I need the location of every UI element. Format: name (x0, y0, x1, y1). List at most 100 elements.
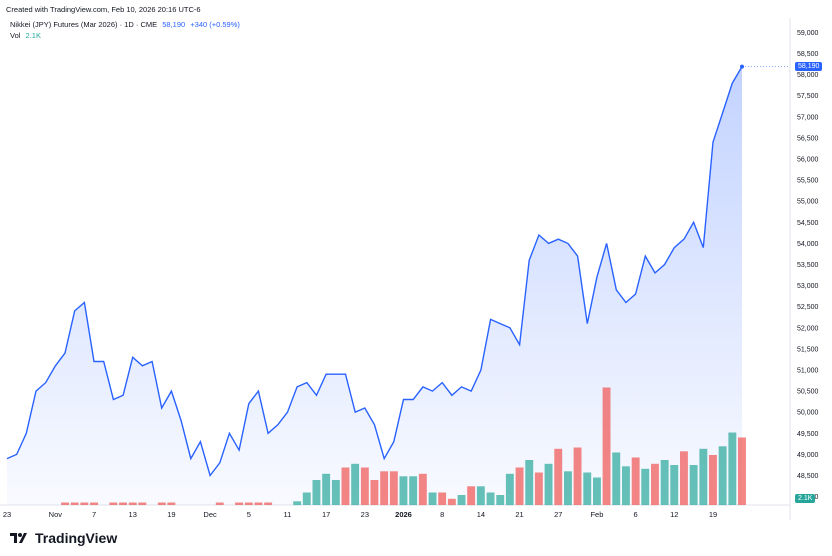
x-tick-label: 7 (92, 510, 96, 519)
x-tick-label: 13 (129, 510, 137, 519)
volume-bar (505, 473, 514, 506)
x-tick-label: 8 (440, 510, 444, 519)
volume-bar (718, 446, 727, 506)
volume-bar (244, 502, 253, 505)
x-tick-label: 23 (361, 510, 369, 519)
volume-bar (651, 463, 659, 506)
volume-bar (728, 432, 737, 505)
volume-bar (496, 495, 505, 505)
y-tick-label: 57,000 (797, 114, 819, 121)
volume-bar (157, 502, 166, 505)
volume-bar (109, 502, 118, 505)
symbol-title: Nikkei (JPY) Futures (Mar 2026) · 1D · C… (10, 20, 158, 29)
y-tick-label: 50,000 (797, 410, 819, 417)
x-tick-label: 23 (3, 510, 11, 519)
price-change-value: +340 (+0.59%) (190, 20, 240, 29)
volume-bar (602, 387, 611, 505)
volume-bar (370, 480, 379, 505)
volume-bar (293, 501, 302, 506)
x-tick-label: 19 (167, 510, 175, 519)
volume-bar (322, 473, 331, 506)
volume-bar (438, 492, 447, 505)
y-tick-label: 57,500 (797, 93, 819, 100)
symbol-legend[interactable]: Nikkei (JPY) Futures (Mar 2026) · 1D · C… (10, 20, 243, 29)
volume-bar (409, 476, 418, 506)
volume-legend-value: 2.1K (25, 31, 41, 40)
volume-bar (428, 492, 437, 505)
price-chart[interactable]: 48,00048,50049,00049,50050,00050,50051,0… (0, 0, 832, 530)
last-price-badge: 58,190 (795, 61, 823, 71)
volume-bar (235, 502, 243, 505)
volume-bar (312, 480, 321, 505)
y-tick-label: 58,500 (797, 51, 819, 58)
volume-bar (583, 472, 592, 505)
volume-bar (660, 460, 669, 505)
x-tick-label: 27 (554, 510, 562, 519)
volume-bar (264, 502, 273, 505)
y-tick-label: 53,000 (797, 283, 819, 290)
y-tick-label: 59,000 (797, 30, 819, 37)
volume-bar (486, 492, 495, 505)
volume-bar (341, 467, 350, 505)
y-tick-label: 51,000 (797, 367, 819, 374)
y-tick-label: 53,500 (797, 262, 819, 269)
volume-bar (709, 455, 717, 505)
volume-bar (138, 502, 147, 505)
volume-legend[interactable]: Vol 2.1K (10, 31, 44, 40)
price-area-fill (7, 66, 742, 505)
x-tick-label: 6 (634, 510, 638, 519)
tradingview-logo-text: TradingView (35, 530, 118, 546)
y-tick-label: 49,000 (797, 452, 819, 459)
x-tick-label: 5 (247, 510, 251, 519)
volume-bar (167, 502, 176, 505)
volume-bar (544, 463, 553, 506)
volume-bar (360, 467, 369, 505)
x-tick-label: 2026 (395, 510, 412, 519)
volume-bar (476, 486, 485, 506)
volume-legend-label: Vol (10, 31, 21, 40)
volume-bar (331, 480, 340, 505)
x-tick-label: 11 (284, 510, 292, 519)
volume-bar (699, 448, 708, 506)
volume-bar (90, 502, 98, 505)
y-tick-label: 55,000 (797, 199, 819, 206)
volume-bar (680, 451, 688, 506)
x-tick-label: 17 (322, 510, 330, 519)
volume-bar (534, 472, 543, 505)
y-tick-label: 52,000 (797, 325, 819, 332)
volume-bar (418, 473, 427, 506)
volume-bar (689, 465, 698, 505)
x-tick-label: 19 (709, 510, 717, 519)
x-tick-label: 21 (515, 510, 523, 519)
volume-bar (515, 467, 524, 505)
volume-bar (525, 460, 534, 505)
x-tick-label: 12 (670, 510, 678, 519)
volume-bar (641, 468, 650, 506)
y-tick-label: 54,000 (797, 241, 819, 248)
y-tick-label: 54,500 (797, 220, 819, 227)
volume-bar (631, 457, 640, 505)
volume-bar (573, 447, 582, 505)
volume-bar (593, 477, 601, 505)
volume-bar (119, 502, 127, 505)
volume-bar (254, 502, 263, 505)
volume-bar (302, 492, 311, 505)
x-tick-label: Feb (590, 510, 603, 519)
volume-bar (128, 502, 137, 505)
y-tick-label: 52,500 (797, 304, 819, 311)
tradingview-logo[interactable]: TradingView (10, 530, 117, 546)
volume-bar (399, 476, 408, 506)
y-tick-label: 55,500 (797, 178, 819, 185)
volume-bar (447, 498, 456, 506)
volume-bar (554, 448, 563, 506)
volume-bar (70, 502, 79, 505)
tradingview-logo-icon (10, 533, 27, 543)
volume-bar (612, 452, 621, 505)
volume-bar (61, 502, 69, 505)
volume-bar (467, 486, 476, 506)
y-tick-label: 56,000 (797, 157, 819, 164)
volume-bar (80, 502, 89, 505)
volume-bar (215, 502, 224, 505)
volume-bar (738, 437, 746, 505)
volume-bar (380, 471, 389, 506)
